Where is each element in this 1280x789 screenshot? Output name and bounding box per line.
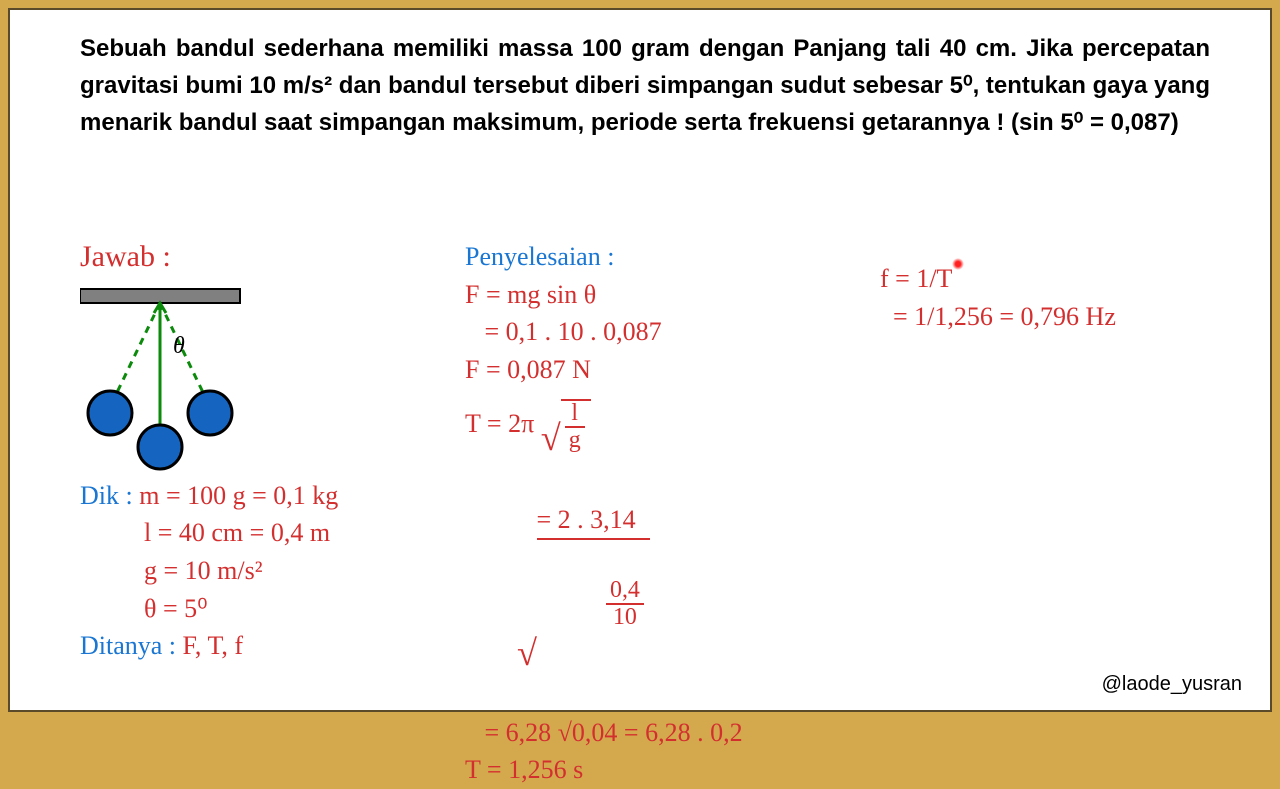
svg-text:θ: θ [173,333,185,359]
period-step-3: = 6,28 √0,04 = 6,28 . 0,2 [465,714,855,752]
period-step-2: = 2 . 3,14 √ 0,410 [465,463,855,706]
freq-line-2: = 1/1,256 = 0,796 Hz [880,298,1240,336]
given-m: m = 100 g = 0,1 kg [139,481,338,510]
force-line-2: = 0,1 . 10 . 0,087 [465,313,855,351]
dik-label: Dik : [80,481,133,510]
force-line-1: F = mg sin θ [465,276,855,314]
answer-left-column: Jawab : θ Dik : m = 100 g = 0,1 [80,235,410,665]
question-text: Sebuah bandul sederhana memiliki massa 1… [80,30,1210,142]
period-result: T = 1,256 s [465,751,855,789]
given-theta: θ = 5⁰ [80,590,410,628]
ditanya-label: Ditanya : [80,631,176,660]
author-watermark: @laode_yusran [1102,673,1242,696]
laser-pointer-dot [952,258,964,270]
force-result: F = 0,087 N [465,351,855,389]
ditanya-value: F, T, f [183,631,244,660]
solution-column: Penyelesaian : F = mg sin θ = 0,1 . 10 .… [465,238,855,789]
given-l: l = 40 cm = 0,4 m [80,514,410,552]
freq-line-1: f = 1/T [880,260,1240,298]
pendulum-diagram: θ [80,283,260,473]
frequency-column: f = 1/T = 1/1,256 = 0,796 Hz [880,260,1240,335]
penyelesaian-label: Penyelesaian : [465,238,855,276]
period-formula: T = 2π √ lg [465,399,855,453]
jawab-label: Jawab : [80,235,410,279]
given-g: g = 10 m/s² [80,552,410,590]
given-block: Dik : m = 100 g = 0,1 kg l = 40 cm = 0,4… [80,477,410,628]
